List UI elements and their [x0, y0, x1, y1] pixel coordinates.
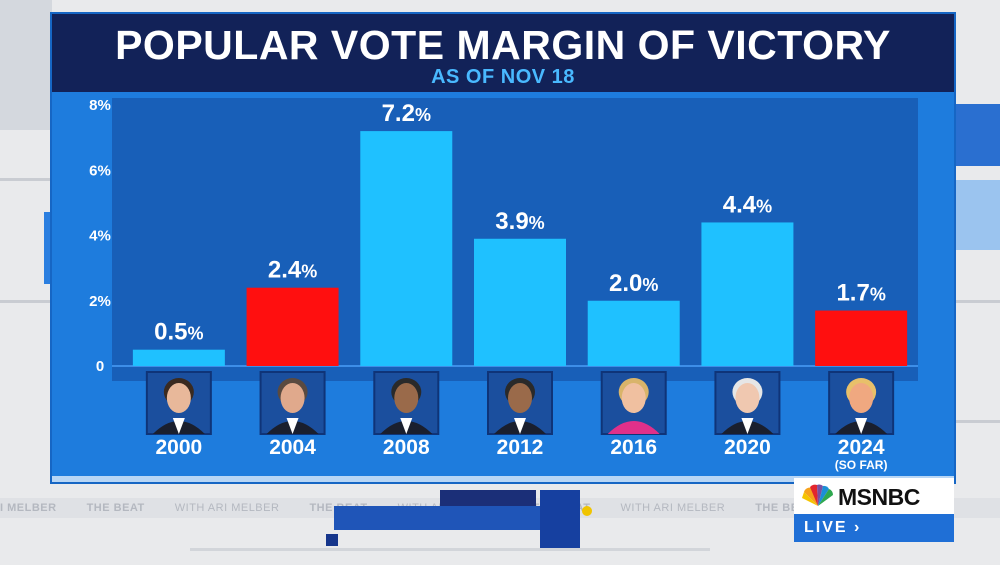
lower-third-block — [326, 534, 338, 546]
background-panel-left-blue — [44, 212, 54, 284]
background-line — [0, 178, 52, 181]
bar-2020 — [701, 222, 794, 366]
chart-subtitle: AS OF NOV 18 — [431, 66, 575, 88]
year-label-2000: 2000 — [155, 436, 202, 459]
lower-third-dot — [582, 506, 592, 516]
y-tick-label: 8% — [89, 97, 111, 114]
background-panel-left — [0, 0, 52, 130]
year-label-2020: 2020 — [724, 436, 771, 459]
candidate-portrait-2016 — [600, 371, 667, 435]
value-label-2020: 4.4% — [723, 191, 772, 218]
candidate-portrait-2004 — [259, 371, 326, 435]
candidate-portrait-2012 — [487, 371, 553, 435]
year-label-2012: 2012 — [497, 436, 544, 459]
ticker-item: THE BE — [755, 502, 799, 514]
background-panel-right-grey — [954, 180, 1000, 250]
year-label-2024: 2024 — [838, 436, 885, 459]
background-line — [954, 300, 1000, 303]
value-label-2008: 7.2% — [382, 100, 431, 127]
value-label-2024: 1.7% — [836, 280, 885, 307]
bar-2024 — [815, 310, 908, 366]
year-label-2004: 2004 — [269, 436, 316, 459]
y-tick-label: 2% — [89, 293, 111, 310]
value-label-2004: 2.4% — [268, 257, 317, 284]
graphic-bottom-band — [52, 476, 954, 482]
lower-third-block — [540, 490, 580, 548]
candidate-portrait-2024 — [828, 371, 895, 435]
y-tick-label: 6% — [89, 162, 111, 179]
candidate-portrait-2020 — [714, 371, 781, 435]
title-bar: POPULAR VOTE MARGIN OF VICTORY AS OF NOV… — [52, 14, 954, 92]
bar-2004 — [246, 287, 339, 366]
bar-2000 — [132, 349, 225, 366]
ticker-item: WITH ARI MELBER — [174, 502, 280, 514]
candidate-portrait-2008 — [373, 371, 440, 435]
y-tick-label: 4% — [89, 228, 111, 245]
year-label-2016: 2016 — [610, 436, 657, 459]
bar-2016 — [587, 300, 680, 366]
value-label-2012: 3.9% — [495, 208, 544, 235]
background-panel-right-blue — [954, 104, 1000, 166]
ticker-item: WITH ARI MELBER — [620, 502, 726, 514]
candidate-portrait-2000 — [145, 371, 212, 435]
ticker-item: THE BEAT — [86, 502, 145, 514]
background-line — [0, 300, 52, 303]
live-badge: LIVE › — [794, 514, 954, 542]
network-name: MSNBC — [838, 484, 920, 510]
bar-chart: 0 2% 4% 6% 8% 0.5% 2000 2.4% 2004 7.2% 2008 3.9% 201… — [89, 97, 918, 472]
value-label-2000: 0.5% — [154, 319, 203, 346]
value-label-2016: 2.0% — [609, 270, 658, 297]
bar-2008 — [360, 131, 453, 366]
live-label: LIVE › — [804, 519, 862, 536]
ticker-item: I MELBER — [0, 502, 57, 514]
peacock-icon — [802, 484, 834, 506]
year-label-2008: 2008 — [383, 436, 430, 459]
background-line — [190, 548, 710, 551]
background-line — [954, 420, 1000, 423]
y-tick-label: 0 — [96, 358, 104, 375]
network-logo-box: MSNBC — [794, 478, 954, 514]
year-note-2024: (SO FAR) — [835, 458, 888, 472]
chart-graphic: POPULAR VOTE MARGIN OF VICTORY AS OF NOV… — [52, 14, 954, 482]
chart-title: POPULAR VOTE MARGIN OF VICTORY — [115, 22, 891, 68]
bar-2012 — [474, 238, 566, 366]
lower-third-block — [334, 506, 564, 530]
